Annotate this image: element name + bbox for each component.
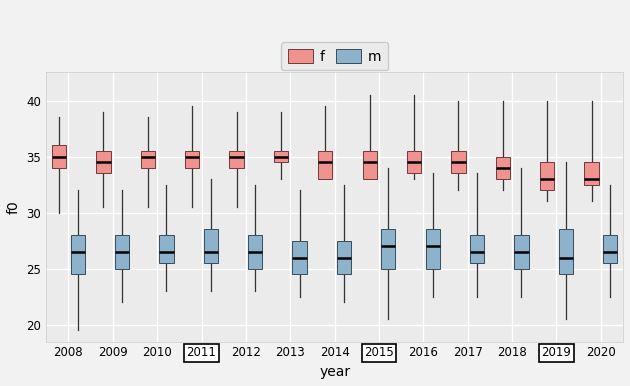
Bar bbox=[115, 235, 129, 269]
Bar bbox=[407, 151, 421, 173]
Bar bbox=[52, 146, 66, 168]
Bar bbox=[540, 162, 554, 190]
Bar bbox=[559, 230, 573, 274]
Bar bbox=[248, 235, 262, 269]
Bar bbox=[585, 162, 598, 185]
Bar bbox=[318, 151, 333, 179]
Bar bbox=[496, 157, 510, 179]
Bar bbox=[229, 151, 244, 168]
Bar bbox=[96, 151, 111, 173]
Bar bbox=[159, 235, 174, 263]
Bar bbox=[451, 151, 466, 173]
Bar bbox=[337, 241, 351, 274]
Y-axis label: f0: f0 bbox=[7, 200, 21, 214]
Bar bbox=[292, 241, 307, 274]
Legend: f, m: f, m bbox=[281, 42, 388, 71]
Bar bbox=[603, 235, 617, 263]
Bar bbox=[140, 151, 155, 168]
Bar bbox=[363, 151, 377, 179]
Bar bbox=[203, 230, 218, 263]
Bar bbox=[185, 151, 199, 168]
X-axis label: year: year bbox=[319, 365, 350, 379]
Bar bbox=[470, 235, 484, 263]
Bar bbox=[426, 230, 440, 269]
Bar bbox=[514, 235, 529, 269]
Bar bbox=[71, 235, 85, 274]
Bar bbox=[381, 230, 396, 269]
Bar bbox=[274, 151, 288, 162]
